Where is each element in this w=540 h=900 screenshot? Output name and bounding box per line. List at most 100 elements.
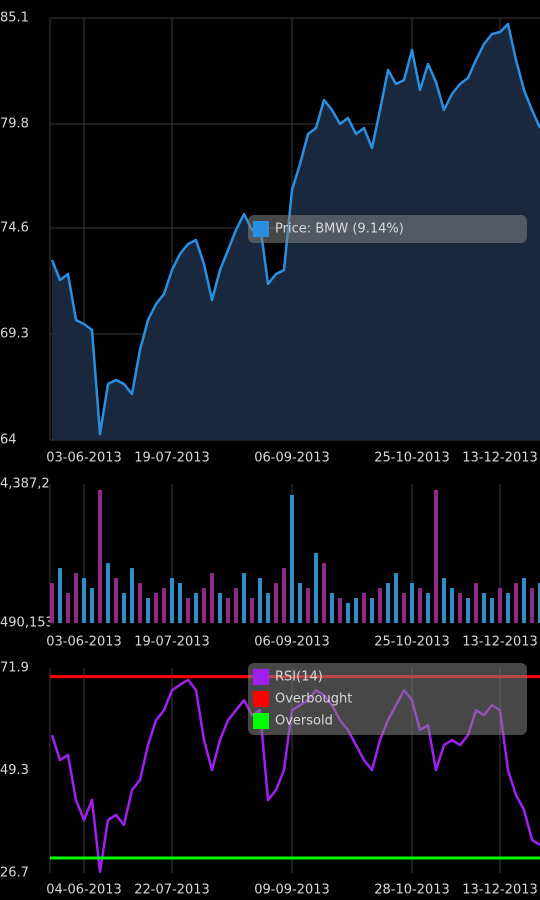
bar [146, 598, 150, 623]
bar [402, 593, 406, 623]
bar [530, 588, 534, 623]
bar [282, 568, 286, 623]
bar [306, 588, 310, 623]
bar [386, 583, 390, 623]
bar [186, 598, 190, 623]
legend-label: RSI(14) [275, 670, 323, 685]
x-tick-label: 06-09-2013 [254, 451, 330, 466]
bar [98, 489, 102, 623]
bar [250, 598, 254, 623]
y-tick-label: 74.6 [0, 221, 29, 236]
bar [130, 568, 134, 623]
y-tick-label: 26.7 [0, 866, 29, 881]
bar [178, 583, 182, 623]
y-tick-label: 49.3 [0, 763, 29, 778]
bar [90, 588, 94, 623]
bar [338, 598, 342, 623]
bar [434, 489, 438, 623]
bar [442, 578, 446, 623]
x-tick-label: 19-07-2013 [134, 451, 210, 466]
legend-box [248, 215, 527, 243]
bar [234, 588, 238, 623]
bar [322, 563, 326, 623]
legend-label: Overbought [275, 692, 352, 707]
bar [82, 578, 86, 623]
legend-swatch [253, 669, 269, 685]
x-tick-label: 03-06-2013 [46, 635, 122, 650]
bar [522, 578, 526, 623]
legend-swatch [253, 691, 269, 707]
legend-swatch [253, 221, 269, 237]
x-tick-label: 09-09-2013 [254, 883, 330, 898]
bar [274, 583, 278, 623]
bar [458, 593, 462, 623]
bar [394, 573, 398, 623]
bar [346, 603, 350, 623]
bar [410, 583, 414, 623]
bar [258, 578, 262, 623]
bar [162, 588, 166, 623]
bar [354, 598, 358, 623]
y-tick-label: 85.1 [0, 11, 29, 26]
bar [450, 588, 454, 623]
bar [50, 583, 54, 623]
bar [106, 563, 110, 623]
bar [370, 598, 374, 623]
bar [506, 593, 510, 623]
y-tick-labels: 4,387,200 490,153 [0, 477, 66, 631]
bar [66, 593, 70, 623]
y-tick-labels: 71.9 49.3 26.7 [0, 661, 29, 881]
bar [290, 494, 294, 623]
bar [298, 583, 302, 623]
bar [154, 593, 158, 623]
bar [114, 578, 118, 623]
y-tick-label: 79.8 [0, 117, 29, 132]
bar [482, 593, 486, 623]
x-tick-label: 13-12-2013 [462, 635, 538, 650]
x-tick-label: 25-10-2013 [374, 451, 450, 466]
bar [242, 573, 246, 623]
bar [514, 583, 518, 623]
bar [474, 583, 478, 623]
bar [538, 583, 540, 623]
bar [426, 593, 430, 623]
bar [170, 578, 174, 623]
bar [122, 593, 126, 623]
x-tick-label: 04-06-2013 [46, 883, 122, 898]
x-tick-label: 22-07-2013 [134, 883, 210, 898]
y-tick-label: 64 [0, 433, 17, 448]
bar [58, 568, 62, 623]
bar [210, 573, 214, 623]
bar [418, 588, 422, 623]
legend-label: Oversold [275, 714, 333, 729]
x-tick-label: 13-12-2013 [462, 451, 538, 466]
y-tick-label: 4,387,200 [0, 477, 66, 492]
line [50, 22, 540, 436]
bar [490, 598, 494, 623]
bar [194, 593, 198, 623]
y-tick-label: 490,153 [0, 616, 54, 631]
bar [202, 588, 206, 623]
bar [466, 598, 470, 623]
bar [138, 583, 142, 623]
bar [226, 598, 230, 623]
x-tick-label: 28-10-2013 [374, 883, 450, 898]
bar [498, 588, 502, 623]
x-tick-label: 19-07-2013 [134, 635, 210, 650]
y-tick-labels: 85.1 79.8 74.6 69.3 64 [0, 11, 29, 448]
bar [378, 588, 382, 623]
bar [218, 593, 222, 623]
y-tick-label: 69.3 [0, 327, 29, 342]
bar [362, 593, 366, 623]
legend-label: Price: BMW (9.14%) [275, 222, 404, 237]
x-tick-label: 13-12-2013 [462, 883, 538, 898]
legend-box [248, 663, 527, 735]
bar [74, 573, 78, 623]
bar [314, 553, 318, 623]
legend-swatch [253, 713, 269, 729]
bar [266, 593, 270, 623]
bar [330, 593, 334, 623]
x-tick-label: 25-10-2013 [374, 635, 450, 650]
